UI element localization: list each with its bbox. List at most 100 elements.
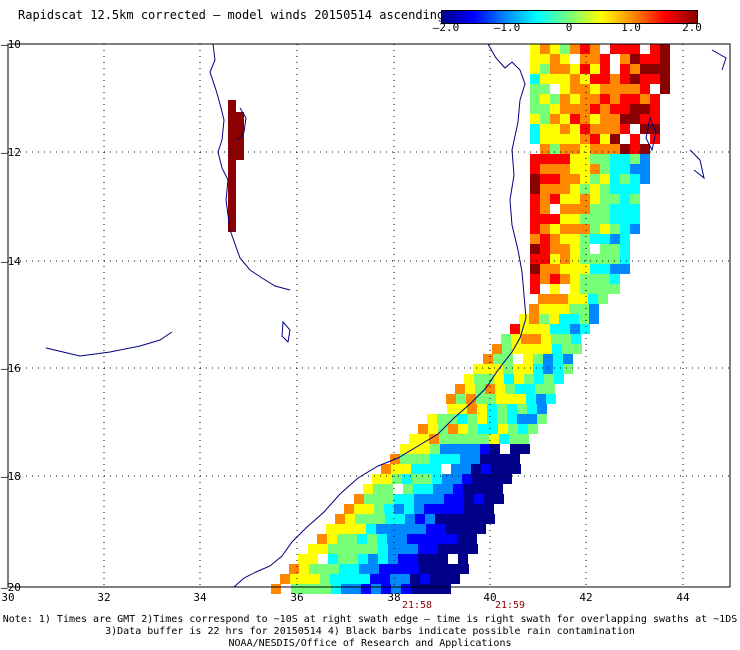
wind-cell xyxy=(630,94,640,104)
wind-cell xyxy=(630,184,640,194)
wind-cell xyxy=(439,564,449,574)
lat-label: –10 xyxy=(1,38,21,51)
latitude-labels: –10 –12 –14 –16 –18 –20 xyxy=(1,38,21,594)
wind-cell xyxy=(550,164,560,174)
coastline-segment xyxy=(645,116,657,152)
wind-cell xyxy=(489,434,499,444)
wind-cell xyxy=(483,354,493,364)
wind-cell xyxy=(378,554,388,564)
wind-cell xyxy=(501,464,511,474)
wind-cell xyxy=(427,414,437,424)
wind-cell xyxy=(540,144,550,154)
wind-cell xyxy=(461,464,471,474)
wind-cell xyxy=(610,114,620,124)
wind-cell xyxy=(464,494,474,504)
wind-cell xyxy=(550,174,560,184)
wind-cell xyxy=(502,474,512,484)
wind-cell xyxy=(550,234,560,244)
wind-cell xyxy=(467,534,477,544)
wind-cell xyxy=(530,124,540,134)
wind-cell xyxy=(432,474,442,484)
wind-cell xyxy=(560,94,570,104)
wind-cell xyxy=(367,534,377,544)
lon-label-34: 34 xyxy=(193,591,207,604)
wind-cell xyxy=(570,324,580,334)
wind-cell xyxy=(339,564,349,574)
wind-cell xyxy=(540,114,550,124)
wind-cell xyxy=(536,394,546,404)
wind-cell xyxy=(510,444,520,454)
wind-cell xyxy=(553,354,563,364)
wind-cell xyxy=(600,64,610,74)
wind-cell xyxy=(457,534,467,544)
wind-cell xyxy=(388,544,398,554)
wind-cell xyxy=(299,564,309,574)
wind-cell xyxy=(440,444,450,454)
colorbar-label-pos1: 1.0 xyxy=(621,21,641,34)
wind-cell xyxy=(452,474,462,484)
wind-cell xyxy=(530,64,540,74)
wind-cell xyxy=(510,454,520,464)
wind-cell xyxy=(460,454,470,464)
wind-cell xyxy=(580,254,590,264)
wind-cell xyxy=(410,444,420,454)
wind-cell xyxy=(640,114,650,124)
wind-cell xyxy=(610,184,620,194)
wind-cell xyxy=(378,544,388,554)
wind-cell xyxy=(228,112,236,124)
wind-cell xyxy=(437,534,447,544)
wind-cell xyxy=(660,74,670,84)
wind-cell xyxy=(600,154,610,164)
wind-cell xyxy=(590,164,600,174)
wind-cell xyxy=(368,544,378,554)
wind-cell xyxy=(348,554,358,564)
wind-cell xyxy=(359,564,369,574)
wind-cell xyxy=(405,514,415,524)
wind-cell xyxy=(640,54,650,64)
wind-cell xyxy=(630,74,640,84)
wind-cell xyxy=(360,574,370,584)
wind-cell xyxy=(411,584,421,594)
wind-cell xyxy=(580,104,590,114)
wind-cell xyxy=(340,574,350,584)
wind-cell xyxy=(543,364,553,374)
wind-cell xyxy=(600,114,610,124)
wind-cell xyxy=(392,474,402,484)
wind-difference-swath xyxy=(228,44,670,594)
wind-cell xyxy=(540,164,550,174)
wind-cell xyxy=(600,184,610,194)
wind-cell xyxy=(447,414,457,424)
wind-cell xyxy=(590,124,600,134)
wind-cell xyxy=(447,404,457,414)
map-frame xyxy=(7,43,731,588)
wind-cell xyxy=(543,354,553,364)
wind-cell xyxy=(540,184,550,194)
wind-cell xyxy=(422,474,432,484)
wind-cell xyxy=(620,164,630,174)
wind-cell xyxy=(317,534,327,544)
wind-cell xyxy=(610,134,620,144)
wind-cell xyxy=(434,494,444,504)
wind-cell xyxy=(391,584,401,594)
wind-cell xyxy=(480,444,490,454)
wind-cell xyxy=(516,394,526,404)
wind-cell xyxy=(492,474,502,484)
wind-cell xyxy=(487,404,497,414)
wind-cell xyxy=(530,274,540,284)
note-line-2: 3)Data buffer is 22 hrs for 20150514 4) … xyxy=(105,626,635,637)
wind-cell xyxy=(640,84,650,94)
colorbar-label-max: 2.0 xyxy=(682,21,702,34)
wind-cell xyxy=(579,304,589,314)
wind-cell xyxy=(400,454,410,464)
wind-cell xyxy=(356,524,366,534)
wind-cell xyxy=(534,374,544,384)
wind-cell xyxy=(610,174,620,184)
wind-cell xyxy=(525,384,535,394)
wind-cell xyxy=(366,524,376,534)
wind-cell xyxy=(464,504,474,514)
wind-cell xyxy=(300,574,310,584)
wind-cell xyxy=(347,534,357,544)
wind-cell xyxy=(361,584,371,594)
wind-cell xyxy=(600,74,610,84)
